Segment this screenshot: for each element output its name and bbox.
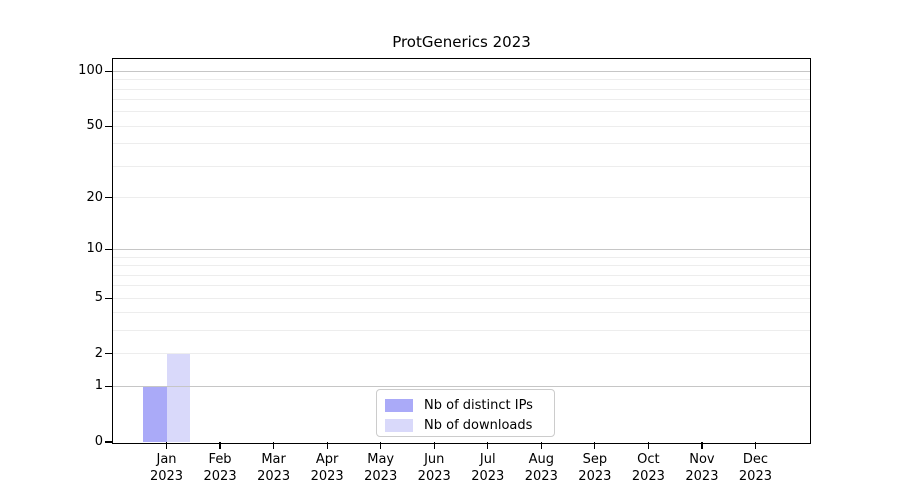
chart-title: ProtGenerics 2023 <box>392 33 531 51</box>
x-tick-label: May 2023 <box>341 451 421 485</box>
gridline-minor <box>113 330 810 332</box>
x-tick-year: 2023 <box>310 469 344 484</box>
y-tick-mark <box>105 125 112 127</box>
gridline-minor <box>113 285 810 287</box>
gridline-minor <box>113 297 810 299</box>
y-tick-label: 2 <box>94 345 103 361</box>
x-tick-year: 2023 <box>364 469 398 484</box>
x-tick-month: Aug <box>528 452 554 467</box>
x-tick-label: Sep 2023 <box>555 451 635 485</box>
bar-nb-of-downloads-jan <box>166 353 191 442</box>
y-tick-mark <box>105 70 112 73</box>
x-tick-year: 2023 <box>685 469 719 484</box>
x-tick-year: 2023 <box>203 469 237 484</box>
gridline-major <box>113 70 810 72</box>
x-tick-label: Apr 2023 <box>287 451 367 485</box>
legend-swatch-distinct-ips-icon <box>385 398 413 412</box>
y-tick-label: 5 <box>94 290 103 306</box>
gridline-minor <box>113 125 810 127</box>
x-tick-mark <box>701 442 703 449</box>
y-tick-label: 100 <box>78 63 103 79</box>
gridline-major <box>113 385 810 387</box>
x-tick-year: 2023 <box>257 469 291 484</box>
x-tick-label: Jun 2023 <box>394 451 474 485</box>
x-tick-month: Jul <box>479 452 496 467</box>
x-tick-year: 2023 <box>738 469 772 484</box>
y-tick-label: 1 <box>94 378 103 394</box>
gridline-minor <box>113 79 810 81</box>
x-tick-year: 2023 <box>471 469 505 484</box>
gridline-minor <box>113 165 810 167</box>
gridline-minor <box>113 99 810 101</box>
y-tick-label: 20 <box>86 189 103 205</box>
gridline-minor <box>113 111 810 113</box>
x-tick-year: 2023 <box>631 469 665 484</box>
legend: Nb of distinct IPs Nb of downloads <box>376 389 555 437</box>
gridline-minor <box>113 274 810 276</box>
gridline-minor <box>113 256 810 258</box>
x-tick-mark <box>219 442 221 449</box>
x-tick-mark <box>272 442 275 449</box>
legend-item-downloads: Nb of downloads <box>377 416 554 434</box>
x-tick-mark <box>165 442 168 449</box>
x-tick-year: 2023 <box>578 469 612 484</box>
bar-nb-of-distinct-ips-jan <box>143 386 167 442</box>
gridline-minor <box>113 143 810 145</box>
x-tick-mark <box>326 442 328 449</box>
x-tick-label: Jan 2023 <box>127 451 207 485</box>
legend-label-distinct-ips: Nb of distinct IPs <box>424 397 533 413</box>
x-tick-label: Mar 2023 <box>234 451 314 485</box>
x-tick-label: Jul 2023 <box>448 451 528 485</box>
y-tick-mark <box>105 297 112 299</box>
gridline-minor <box>113 265 810 267</box>
gridline-minor <box>113 88 810 90</box>
x-tick-mark <box>540 442 542 449</box>
x-tick-month: Jan <box>156 452 177 467</box>
x-tick-mark <box>594 442 596 449</box>
legend-swatch-downloads-icon <box>385 418 413 432</box>
x-tick-year: 2023 <box>149 469 184 484</box>
x-tick-month: Sep <box>582 452 608 467</box>
y-tick-label: 0 <box>94 434 103 449</box>
x-tick-label: Nov 2023 <box>662 451 742 485</box>
gridline-minor <box>113 312 810 314</box>
y-tick-mark <box>105 385 112 387</box>
x-tick-month: Oct <box>637 452 660 467</box>
gridline-minor <box>113 353 810 355</box>
y-tick-label: 10 <box>86 241 103 257</box>
x-tick-mark <box>433 442 435 449</box>
y-tick-mark <box>105 353 112 355</box>
x-tick-month: Dec <box>742 452 769 467</box>
x-tick-month: Jun <box>424 452 445 467</box>
y-tick-mark <box>105 248 112 251</box>
x-tick-label: Dec 2023 <box>715 451 795 485</box>
x-tick-year: 2023 <box>417 469 451 484</box>
y-tick-mark <box>105 441 112 443</box>
gridline-minor <box>113 197 810 199</box>
legend-label-downloads: Nb of downloads <box>424 417 533 433</box>
x-tick-mark <box>647 442 650 449</box>
x-tick-year: 2023 <box>524 469 558 484</box>
y-tick-label: 50 <box>86 118 103 134</box>
gridline-major <box>113 248 810 250</box>
x-tick-month: Apr <box>315 452 339 467</box>
x-tick-month: May <box>367 452 395 467</box>
x-tick-mark <box>380 442 382 449</box>
x-tick-label: Oct 2023 <box>608 451 688 485</box>
x-tick-label: Aug 2023 <box>501 451 581 485</box>
x-tick-mark <box>754 442 757 449</box>
x-tick-mark <box>487 442 489 449</box>
x-tick-month: Nov <box>689 452 715 467</box>
y-tick-mark <box>105 196 112 199</box>
x-tick-label: Feb 2023 <box>180 451 260 485</box>
plot-area: 0 1 2 5 10 20 50 100 Jan 2023 Feb 2023 Mar 2023 Apr 202… <box>78 58 811 484</box>
x-tick-month: Mar <box>261 452 286 467</box>
x-tick-month: Feb <box>208 452 232 467</box>
legend-item-distinct-ips: Nb of distinct IPs <box>377 396 554 414</box>
